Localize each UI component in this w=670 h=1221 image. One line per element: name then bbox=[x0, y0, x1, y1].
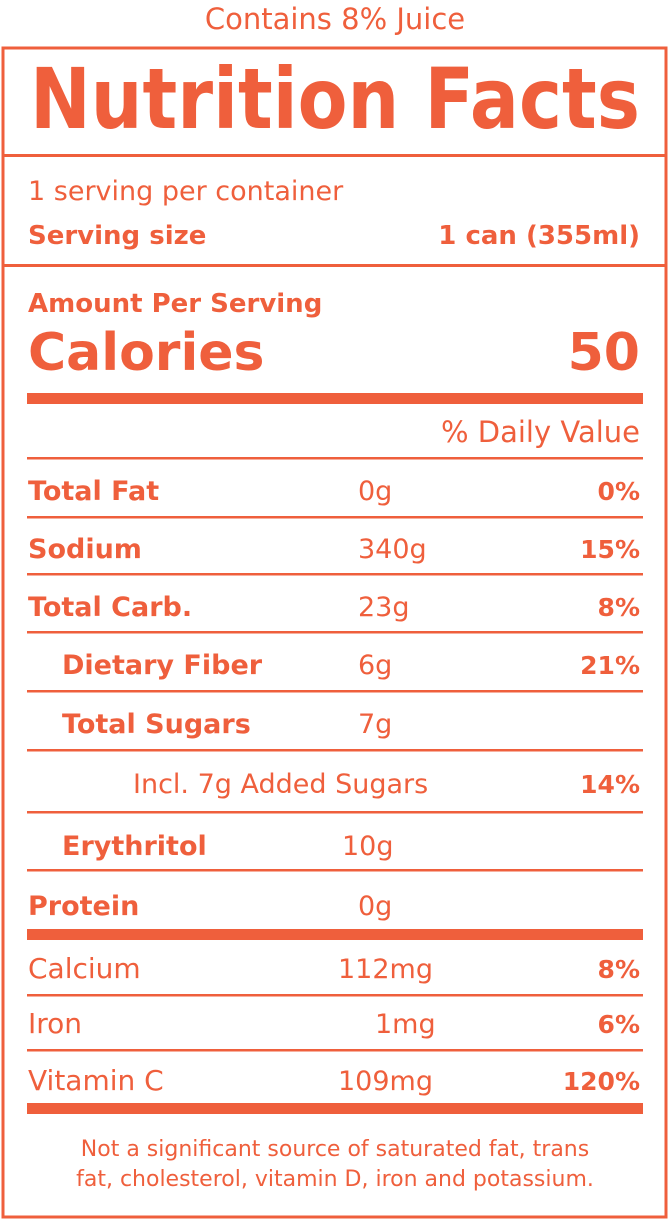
divider bbox=[3, 154, 667, 157]
nutrient-daily-value: 15% bbox=[580, 535, 640, 564]
nutrient-name: Sodium bbox=[28, 534, 142, 565]
divider bbox=[27, 749, 643, 752]
daily-value-header: % Daily Value bbox=[441, 415, 640, 449]
nutrient-name: Incl. 7g Added Sugars bbox=[133, 769, 428, 800]
amount-per-serving: Amount Per Serving bbox=[28, 289, 322, 319]
vitamin-amount: 109mg bbox=[338, 1066, 433, 1097]
nutrient-daily-value: 21% bbox=[580, 651, 640, 680]
thick-divider bbox=[27, 393, 643, 404]
nutrient-amount: 7g bbox=[358, 709, 392, 740]
footnote-line: Not a significant source of saturated fa… bbox=[81, 1137, 589, 1162]
thick-divider bbox=[27, 929, 643, 940]
serving-size-value: 1 can (355ml) bbox=[438, 221, 640, 251]
nutrient-amount: 0g bbox=[358, 891, 392, 922]
nutrient-daily-value: 14% bbox=[580, 770, 640, 799]
nutrient-name: Total Fat bbox=[28, 476, 159, 507]
label-border bbox=[1, 46, 668, 1219]
divider bbox=[27, 516, 643, 519]
vitamin-amount: 1mg bbox=[375, 1009, 436, 1040]
servings-per-container: 1 serving per container bbox=[28, 176, 344, 207]
calories-label: Calories bbox=[28, 323, 265, 383]
divider bbox=[27, 869, 643, 872]
nutrient-amount: 340g bbox=[358, 534, 427, 565]
nutrient-amount: 0g bbox=[358, 476, 392, 507]
nutrient-daily-value: 8% bbox=[598, 593, 640, 622]
divider bbox=[27, 1049, 643, 1052]
vitamin-amount: 112mg bbox=[338, 954, 433, 985]
vitamin-name: Vitamin C bbox=[28, 1064, 164, 1097]
nutrient-daily-value: 0% bbox=[598, 477, 640, 506]
nutrient-name: Protein bbox=[28, 891, 139, 922]
thick-divider bbox=[27, 1103, 643, 1114]
divider bbox=[3, 264, 667, 267]
vitamin-name: Calcium bbox=[28, 952, 141, 985]
nutrient-name: Dietary Fiber bbox=[62, 650, 263, 681]
juice-note: Contains 8% Juice bbox=[205, 2, 465, 36]
serving-size-label: Serving size bbox=[28, 221, 206, 251]
divider bbox=[27, 994, 643, 997]
divider bbox=[27, 631, 643, 634]
nutrient-amount: 6g bbox=[358, 650, 392, 681]
calories-value: 50 bbox=[568, 323, 640, 383]
footnote-line: fat, cholesterol, vitamin D, iron and po… bbox=[76, 1167, 594, 1192]
divider bbox=[27, 457, 643, 460]
nutrient-name: Erythritol bbox=[62, 831, 207, 862]
vitamin-daily-value: 120% bbox=[563, 1067, 640, 1096]
nutrient-name: Total Sugars bbox=[62, 709, 251, 740]
vitamin-name: Iron bbox=[28, 1007, 82, 1040]
vitamin-daily-value: 6% bbox=[598, 1010, 640, 1039]
nutrient-name: Total Carb. bbox=[28, 592, 192, 623]
nutrient-amount: 10g bbox=[342, 831, 394, 862]
nutrient-amount: 23g bbox=[358, 592, 410, 623]
title: Nutrition Facts bbox=[30, 50, 640, 148]
divider bbox=[27, 573, 643, 576]
divider bbox=[27, 690, 643, 693]
vitamin-daily-value: 8% bbox=[598, 955, 640, 984]
divider bbox=[27, 811, 643, 814]
